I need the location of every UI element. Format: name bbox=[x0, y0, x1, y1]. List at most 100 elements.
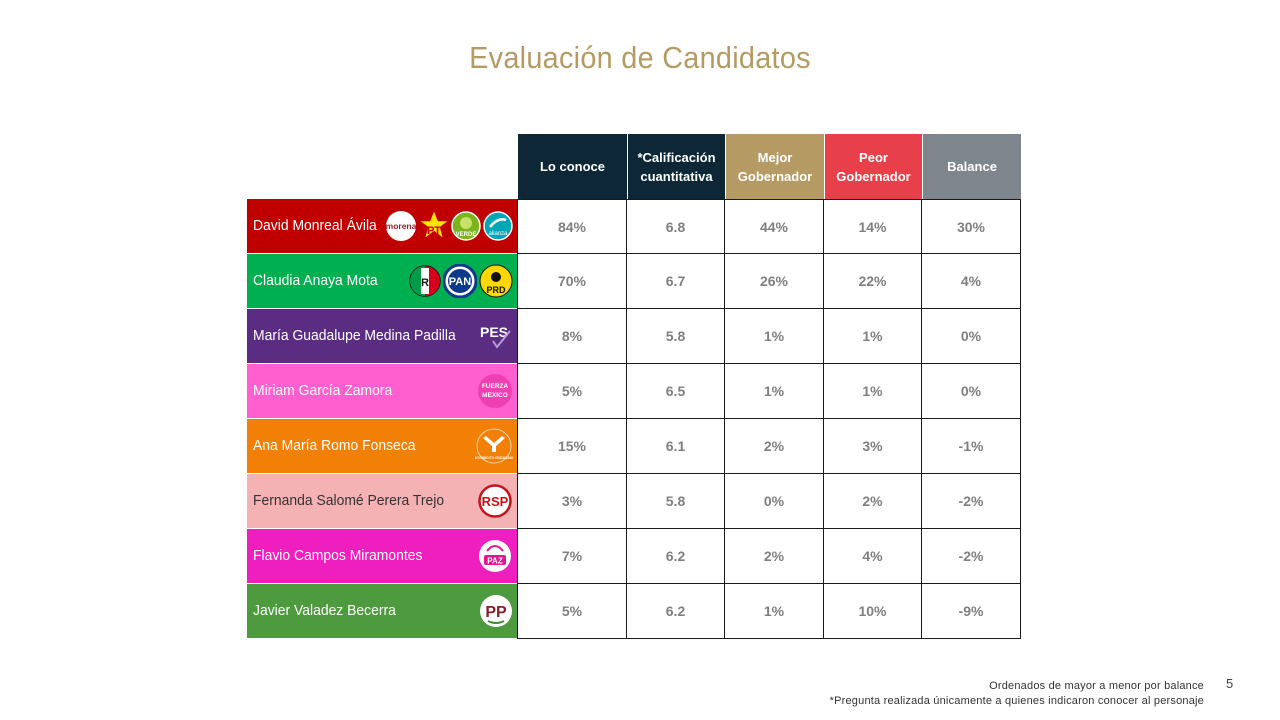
value-cell: 2% bbox=[824, 474, 922, 529]
value-cell: 0% bbox=[725, 474, 824, 529]
pan-logo: PAN bbox=[443, 264, 477, 298]
value-cell: 6.2 bbox=[627, 584, 725, 639]
value-cell: 10% bbox=[824, 584, 922, 639]
value-cell: 3% bbox=[824, 419, 922, 474]
column-header: Mejor Gobernador bbox=[725, 134, 824, 199]
pt-logo: PT bbox=[419, 210, 449, 242]
column-header: Balance bbox=[922, 134, 1021, 199]
party-logos: PAZ bbox=[477, 529, 513, 583]
value-cell: 1% bbox=[725, 364, 824, 419]
fuerza-mexico-logo: FUERZA MEXICO bbox=[477, 373, 513, 409]
pri-logo: R bbox=[409, 265, 441, 297]
svg-text:morena: morena bbox=[386, 221, 417, 231]
svg-text:alianza: alianza bbox=[488, 231, 508, 237]
candidate-name-cell: David Monreal Ávila morena PT VERDE alianza bbox=[247, 199, 517, 253]
svg-text:PT: PT bbox=[427, 225, 441, 237]
candidate-name-cell: María Guadalupe Medina Padilla PES bbox=[247, 309, 517, 363]
value-cell: 6.5 bbox=[627, 364, 725, 419]
value-cell: 30% bbox=[922, 199, 1021, 254]
value-cell: 2% bbox=[725, 419, 824, 474]
movimiento-ciudadano-logo: MOVIMIENTO CIUDADANO bbox=[475, 428, 513, 464]
paz-logo: PAZ bbox=[477, 539, 513, 573]
column-header: Peor Gobernador bbox=[824, 134, 922, 199]
candidate-name: María Guadalupe Medina Padilla bbox=[253, 328, 456, 344]
svg-text:VERDE: VERDE bbox=[456, 232, 477, 238]
value-cell: 6.8 bbox=[627, 199, 725, 254]
value-cell: 2% bbox=[725, 529, 824, 584]
value-cell: 14% bbox=[824, 199, 922, 254]
value-cell: -2% bbox=[922, 474, 1021, 529]
value-cell: 5% bbox=[517, 584, 627, 639]
party-logos: R PAN PRD bbox=[409, 254, 513, 308]
svg-text:PAN: PAN bbox=[449, 276, 471, 288]
candidate-name-cell: Ana María Romo Fonseca MOVIMIENTO CIUDADA… bbox=[247, 419, 517, 473]
svg-text:PRD: PRD bbox=[486, 285, 506, 295]
svg-text:MOVIMIENTO CIUDADANO: MOVIMIENTO CIUDADANO bbox=[475, 456, 513, 460]
column-header: *Calificación cuantitativa bbox=[627, 134, 725, 199]
value-cell: 5% bbox=[517, 364, 627, 419]
party-logos: PES bbox=[479, 309, 513, 363]
candidate-name: Miriam García Zamora bbox=[253, 383, 393, 399]
svg-text:FUERZA: FUERZA bbox=[482, 383, 509, 390]
candidate-name-cell: Claudia Anaya Mota R PAN PRD bbox=[247, 254, 517, 308]
pes-logo: PES bbox=[479, 321, 513, 351]
svg-text:R: R bbox=[421, 277, 429, 289]
value-cell: 1% bbox=[824, 364, 922, 419]
value-cell: 6.2 bbox=[627, 529, 725, 584]
svg-text:PES: PES bbox=[480, 324, 508, 340]
rsp-logo: RSP bbox=[477, 484, 513, 518]
value-cell: 0% bbox=[922, 364, 1021, 419]
value-cell: 22% bbox=[824, 254, 922, 309]
candidate-name-cell: Javier Valadez Becerra PP bbox=[247, 584, 517, 638]
candidate-name: Ana María Romo Fonseca bbox=[253, 438, 416, 454]
page-number: 5 bbox=[1226, 676, 1234, 691]
value-cell: 15% bbox=[517, 419, 627, 474]
candidate-name: Javier Valadez Becerra bbox=[253, 603, 396, 619]
value-cell: 26% bbox=[725, 254, 824, 309]
morena-logo: morena bbox=[385, 210, 417, 242]
value-cell: 1% bbox=[725, 584, 824, 639]
party-logos: FUERZA MEXICO bbox=[477, 364, 513, 418]
footnote-question-note: *Pregunta realizada únicamente a quienes… bbox=[829, 695, 1204, 707]
party-logos: MOVIMIENTO CIUDADANO bbox=[475, 419, 513, 473]
value-cell: 5.8 bbox=[627, 309, 725, 364]
party-logos: RSP bbox=[477, 474, 513, 528]
column-header: Lo conoce bbox=[517, 134, 627, 199]
svg-text:RSP: RSP bbox=[482, 494, 509, 509]
candidate-name-cell: Fernanda Salomé Perera Trejo RSP bbox=[247, 474, 517, 528]
value-cell: 3% bbox=[517, 474, 627, 529]
candidate-name: Flavio Campos Miramontes bbox=[253, 548, 423, 564]
candidate-name: Claudia Anaya Mota bbox=[253, 273, 378, 289]
value-cell: 1% bbox=[725, 309, 824, 364]
party-logos: PP bbox=[479, 584, 513, 638]
value-cell: 0% bbox=[922, 309, 1021, 364]
svg-text:MEXICO: MEXICO bbox=[482, 392, 508, 399]
value-cell: -1% bbox=[922, 419, 1021, 474]
value-cell: -2% bbox=[922, 529, 1021, 584]
candidate-name-cell: Miriam García Zamora FUERZA MEXICO bbox=[247, 364, 517, 418]
page-title: Evaluación de Candidatos bbox=[469, 40, 811, 75]
svg-text:PP: PP bbox=[485, 604, 507, 621]
value-cell: 4% bbox=[922, 254, 1021, 309]
value-cell: 7% bbox=[517, 529, 627, 584]
value-cell: 6.7 bbox=[627, 254, 725, 309]
pp-logo: PP bbox=[479, 594, 513, 628]
value-cell: 70% bbox=[517, 254, 627, 309]
footnote-sort-order: Ordenados de mayor a menor por balance bbox=[989, 680, 1204, 692]
party-logos: morena PT VERDE alianza bbox=[385, 199, 513, 253]
value-cell: 1% bbox=[824, 309, 922, 364]
candidate-name: David Monreal Ávila bbox=[253, 218, 377, 234]
prd-logo: PRD bbox=[479, 264, 513, 298]
value-cell: -9% bbox=[922, 584, 1021, 639]
svg-text:PAZ: PAZ bbox=[487, 557, 503, 566]
value-cell: 8% bbox=[517, 309, 627, 364]
value-cell: 84% bbox=[517, 199, 627, 254]
value-cell: 44% bbox=[725, 199, 824, 254]
candidate-name: Fernanda Salomé Perera Trejo bbox=[253, 493, 445, 509]
value-cell: 4% bbox=[824, 529, 922, 584]
value-cell: 5.8 bbox=[627, 474, 725, 529]
value-cell: 6.1 bbox=[627, 419, 725, 474]
nueva-alianza-logo: alianza bbox=[483, 211, 513, 241]
candidate-name-cell: Flavio Campos Miramontes PAZ bbox=[247, 529, 517, 583]
verde-logo: VERDE bbox=[451, 211, 481, 241]
